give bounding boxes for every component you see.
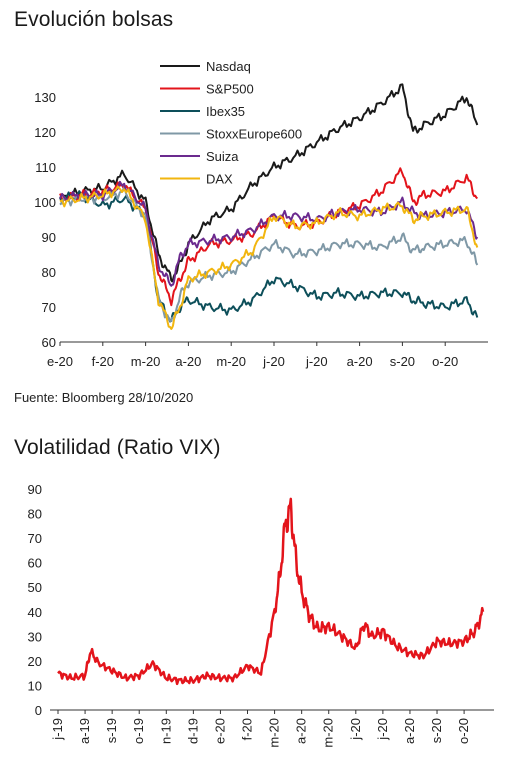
vix-x-tick-label-8: m-20 xyxy=(267,718,282,748)
chart1-source: Fuente: Bloomberg 28/10/2020 xyxy=(14,390,194,405)
x-tick-label-8: s-20 xyxy=(390,354,415,369)
series-line-suiza xyxy=(59,180,479,287)
y-tick-label-5: 110 xyxy=(35,160,56,175)
stock-index-chart: 60 70 80 90 100 110 120 130 e-20 f-20 m-20 a-20 m-20… xyxy=(34,59,488,369)
y-tick-label-0: 60 xyxy=(42,335,56,350)
series-line-nasdaq xyxy=(59,83,479,283)
vix-x-tick-label-0: j-19 xyxy=(50,718,65,741)
legend-label-1: S&P500 xyxy=(206,82,254,97)
vix-y-tick-label-4: 40 xyxy=(28,605,42,620)
vix-x-tick-label-10: m-20 xyxy=(321,718,336,748)
chart2-title: Volatilidad (Ratio VIX) xyxy=(14,436,221,459)
vix-y-tick-label-3: 30 xyxy=(28,629,42,644)
legend-label-0: Nasdaq xyxy=(206,59,251,74)
y-tick-label-2: 80 xyxy=(42,265,56,280)
y-tick-label-7: 130 xyxy=(34,90,56,105)
y-tick-label-6: 120 xyxy=(34,125,56,140)
chart1-title: Evolución bolsas xyxy=(14,8,174,31)
vix-x-tick-label-13: a-20 xyxy=(402,718,417,744)
series-line-dax xyxy=(59,185,479,330)
vix-y-tick-label-0: 0 xyxy=(35,703,42,718)
vix-x-tick-label-6: e-20 xyxy=(212,718,227,744)
vix-x-tick-label-4: n-19 xyxy=(158,718,173,744)
x-tick-label-2: m-20 xyxy=(131,354,161,369)
vix-x-tick-label-5: d-19 xyxy=(185,718,200,744)
x-tick-label-6: j-20 xyxy=(305,354,328,369)
vix-x-tick-label-1: a-19 xyxy=(77,718,92,744)
vix-y-tick-label-5: 50 xyxy=(28,580,42,595)
vix-x-tick-label-7: f-20 xyxy=(240,718,255,740)
vix-y-tick-label-6: 60 xyxy=(28,556,42,571)
y-tick-label-1: 70 xyxy=(42,300,56,315)
y-tick-label-3: 90 xyxy=(42,230,56,245)
vix-y-tick-label-7: 70 xyxy=(28,531,42,546)
x-tick-label-3: a-20 xyxy=(175,354,201,369)
legend-label-3: StoxxEurope600 xyxy=(206,127,302,142)
vix-y-tick-label-8: 80 xyxy=(28,507,42,522)
y-tick-label-4: 100 xyxy=(34,195,56,210)
vix-x-tick-label-2: s-19 xyxy=(104,718,119,743)
x-tick-label-1: f-20 xyxy=(92,354,114,369)
x-tick-label-0: e-20 xyxy=(47,354,73,369)
x-tick-label-4: m-20 xyxy=(216,354,246,369)
legend-label-2: Ibex35 xyxy=(206,104,245,119)
vix-x-tick-label-12: j-20 xyxy=(375,718,390,741)
x-tick-label-9: o-20 xyxy=(432,354,458,369)
vix-x-tick-label-14: s-20 xyxy=(429,718,444,743)
vix-y-tick-label-1: 10 xyxy=(28,678,42,693)
vix-x-tick-label-15: o-20 xyxy=(456,718,471,744)
vix-x-tick-label-9: a-20 xyxy=(294,718,309,744)
series-line-stoxxeurope600 xyxy=(59,186,479,322)
vix-y-tick-label-9: 90 xyxy=(28,482,42,497)
vix-series-line xyxy=(57,497,485,686)
vix-x-tick-label-11: j-20 xyxy=(348,718,363,741)
legend-label-5: DAX xyxy=(206,172,233,187)
x-tick-label-7: a-20 xyxy=(347,354,373,369)
vix-x-tick-label-3: o-19 xyxy=(131,718,146,744)
legend-label-4: Suiza xyxy=(206,149,239,164)
vix-y-tick-label-2: 20 xyxy=(28,654,42,669)
x-tick-label-5: j-20 xyxy=(262,354,285,369)
